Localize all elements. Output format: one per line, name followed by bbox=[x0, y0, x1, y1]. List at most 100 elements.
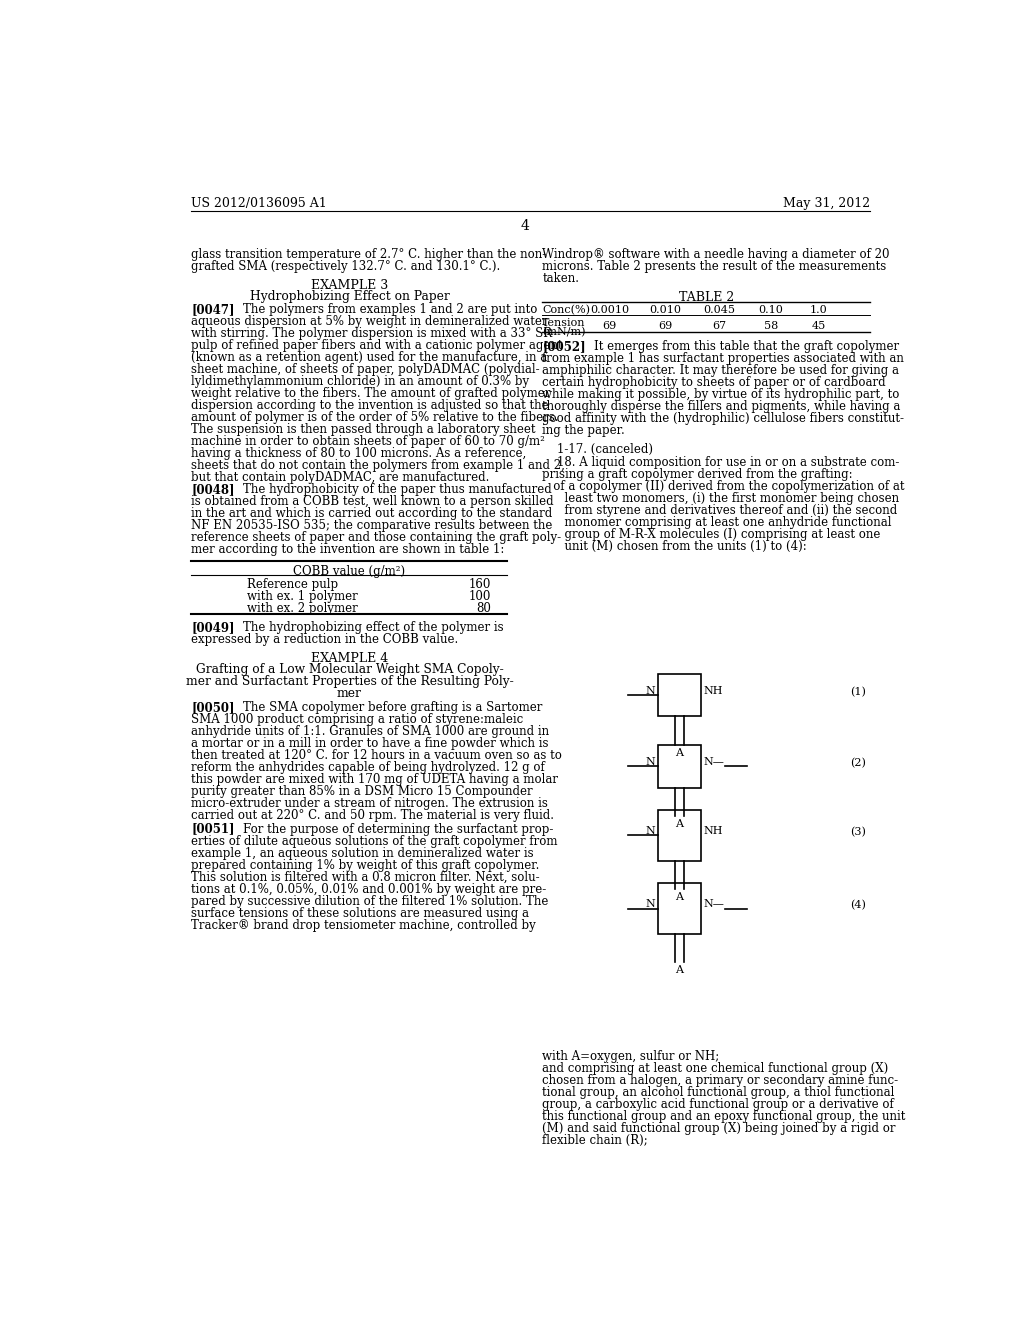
Text: dispersion according to the invention is adjusted so that the: dispersion according to the invention is… bbox=[191, 399, 549, 412]
Text: pulp of refined paper fibers and with a cationic polymer agent: pulp of refined paper fibers and with a … bbox=[191, 339, 563, 352]
Text: anhydride units of 1:1. Granules of SMA 1000 are ground in: anhydride units of 1:1. Granules of SMA … bbox=[191, 726, 550, 738]
Text: [0049]: [0049] bbox=[191, 620, 234, 634]
Text: (M) and said functional group (X) being joined by a rigid or: (M) and said functional group (X) being … bbox=[543, 1122, 896, 1135]
Text: 100: 100 bbox=[469, 590, 492, 603]
Text: The hydrophobicity of the paper thus manufactured: The hydrophobicity of the paper thus man… bbox=[243, 483, 552, 496]
Text: this powder are mixed with 170 mg of UDETA having a molar: this powder are mixed with 170 mg of UDE… bbox=[191, 774, 558, 787]
Text: 69: 69 bbox=[658, 321, 673, 331]
Text: It emerges from this table that the graft copolymer: It emerges from this table that the graf… bbox=[594, 339, 899, 352]
Text: glass transition temperature of 2.7° C. higher than the non-: glass transition temperature of 2.7° C. … bbox=[191, 248, 547, 261]
Text: monomer comprising at least one anhydride functional: monomer comprising at least one anhydrid… bbox=[543, 516, 892, 529]
Text: mer and Surfactant Properties of the Resulting Poly-: mer and Surfactant Properties of the Res… bbox=[185, 675, 513, 688]
Text: (4): (4) bbox=[850, 900, 866, 911]
Text: with A=oxygen, sulfur or NH;: with A=oxygen, sulfur or NH; bbox=[543, 1049, 720, 1063]
Text: in the art and which is carried out according to the standard: in the art and which is carried out acco… bbox=[191, 507, 553, 520]
Text: Grafting of a Low Molecular Weight SMA Copoly-: Grafting of a Low Molecular Weight SMA C… bbox=[196, 663, 503, 676]
Text: [0047]: [0047] bbox=[191, 304, 234, 315]
Text: reference sheets of paper and those containing the graft poly-: reference sheets of paper and those cont… bbox=[191, 531, 561, 544]
Text: microns. Table 2 presents the result of the measurements: microns. Table 2 presents the result of … bbox=[543, 260, 887, 273]
Text: Conc(%): Conc(%) bbox=[543, 305, 590, 315]
Text: aqueous dispersion at 5% by weight in demineralized water: aqueous dispersion at 5% by weight in de… bbox=[191, 315, 548, 329]
Text: Windrop® software with a needle having a diameter of 20: Windrop® software with a needle having a… bbox=[543, 248, 890, 261]
Text: grafted SMA (respectively 132.7° C. and 130.1° C.).: grafted SMA (respectively 132.7° C. and … bbox=[191, 260, 501, 273]
Text: a mortar or in a mill in order to have a fine powder which is: a mortar or in a mill in order to have a… bbox=[191, 738, 549, 750]
Text: (3): (3) bbox=[850, 828, 866, 837]
Text: 1.0: 1.0 bbox=[810, 305, 827, 315]
Text: mer according to the invention are shown in table 1:: mer according to the invention are shown… bbox=[191, 543, 505, 556]
Text: 58: 58 bbox=[764, 321, 778, 331]
Text: 0.045: 0.045 bbox=[703, 305, 735, 315]
Text: prising a graft copolymer derived from the grafting:: prising a graft copolymer derived from t… bbox=[543, 469, 853, 480]
Text: The SMA copolymer before grafting is a Sartomer: The SMA copolymer before grafting is a S… bbox=[243, 701, 543, 714]
Text: (1): (1) bbox=[850, 686, 866, 697]
Text: N—: N— bbox=[703, 899, 725, 909]
Text: surface tensions of these solutions are measured using a: surface tensions of these solutions are … bbox=[191, 907, 529, 920]
Text: A: A bbox=[676, 818, 684, 829]
Text: with stirring. The polymer dispersion is mixed with a 33° SR: with stirring. The polymer dispersion is… bbox=[191, 327, 553, 341]
Text: tional group, an alcohol functional group, a thiol functional: tional group, an alcohol functional grou… bbox=[543, 1086, 895, 1098]
Text: 0.010: 0.010 bbox=[649, 305, 681, 315]
Bar bbox=[657, 673, 701, 717]
Text: NH: NH bbox=[703, 826, 723, 837]
Text: 69: 69 bbox=[602, 321, 616, 331]
Text: N: N bbox=[645, 899, 655, 909]
Text: COBB value (g/m²): COBB value (g/m²) bbox=[293, 565, 406, 578]
Text: 45: 45 bbox=[811, 321, 825, 331]
Text: from styrene and derivatives thereof and (ii) the second: from styrene and derivatives thereof and… bbox=[543, 504, 897, 517]
Text: N: N bbox=[645, 826, 655, 837]
Text: 67: 67 bbox=[712, 321, 726, 331]
Text: least two monomers, (i) the first monomer being chosen: least two monomers, (i) the first monome… bbox=[543, 492, 899, 506]
Text: erties of dilute aqueous solutions of the graft copolymer from: erties of dilute aqueous solutions of th… bbox=[191, 834, 558, 847]
Bar bbox=[657, 883, 701, 935]
Text: lyldimethylammonium chloride) in an amount of 0.3% by: lyldimethylammonium chloride) in an amou… bbox=[191, 375, 529, 388]
Text: [0048]: [0048] bbox=[191, 483, 234, 496]
Text: is obtained from a COBB test, well known to a person skilled: is obtained from a COBB test, well known… bbox=[191, 495, 554, 508]
Bar bbox=[657, 810, 701, 861]
Text: group of M-R-X molecules (I) comprising at least one: group of M-R-X molecules (I) comprising … bbox=[543, 528, 881, 541]
Text: group, a carboxylic acid functional group or a derivative of: group, a carboxylic acid functional grou… bbox=[543, 1098, 894, 1110]
Text: having a thickness of 80 to 100 microns. As a reference,: having a thickness of 80 to 100 microns.… bbox=[191, 447, 526, 461]
Text: N: N bbox=[645, 758, 655, 767]
Text: EXAMPLE 3: EXAMPLE 3 bbox=[311, 279, 388, 292]
Text: micro-extruder under a stream of nitrogen. The extrusion is: micro-extruder under a stream of nitroge… bbox=[191, 797, 549, 810]
Text: 80: 80 bbox=[476, 602, 492, 615]
Text: weight relative to the fibers. The amount of grafted polymer: weight relative to the fibers. The amoun… bbox=[191, 387, 551, 400]
Text: (mN/m): (mN/m) bbox=[543, 326, 586, 337]
Text: thoroughly disperse the fillers and pigments, while having a: thoroughly disperse the fillers and pigm… bbox=[543, 400, 901, 413]
Text: ing the paper.: ing the paper. bbox=[543, 424, 625, 437]
Text: machine in order to obtain sheets of paper of 60 to 70 g/m²: machine in order to obtain sheets of pap… bbox=[191, 436, 546, 447]
Text: expressed by a reduction in the COBB value.: expressed by a reduction in the COBB val… bbox=[191, 634, 459, 645]
Text: sheets that do not contain the polymers from example 1 and 2,: sheets that do not contain the polymers … bbox=[191, 459, 565, 473]
Text: 1-17. (canceled): 1-17. (canceled) bbox=[557, 442, 652, 455]
Text: N—: N— bbox=[703, 758, 725, 767]
Text: of a copolymer (II) derived from the copolymerization of at: of a copolymer (II) derived from the cop… bbox=[543, 480, 905, 494]
Text: chosen from a halogen, a primary or secondary amine func-: chosen from a halogen, a primary or seco… bbox=[543, 1073, 898, 1086]
Text: 160: 160 bbox=[469, 578, 492, 591]
Text: from example 1 has surfactant properties associated with an: from example 1 has surfactant properties… bbox=[543, 351, 904, 364]
Text: N: N bbox=[645, 686, 655, 696]
Text: example 1, an aqueous solution in demineralized water is: example 1, an aqueous solution in demine… bbox=[191, 846, 535, 859]
Text: taken.: taken. bbox=[543, 272, 580, 285]
Text: Hydrophobizing Effect on Paper: Hydrophobizing Effect on Paper bbox=[250, 290, 450, 302]
Text: flexible chain (R);: flexible chain (R); bbox=[543, 1134, 648, 1147]
Text: 0.0010: 0.0010 bbox=[590, 305, 630, 315]
Text: sheet machine, of sheets of paper, polyDADMAC (polydial-: sheet machine, of sheets of paper, polyD… bbox=[191, 363, 540, 376]
Text: [0052]: [0052] bbox=[543, 339, 586, 352]
Text: A: A bbox=[676, 892, 684, 903]
Text: but that contain polyDADMAC, are manufactured.: but that contain polyDADMAC, are manufac… bbox=[191, 471, 489, 484]
Text: with ex. 1 polymer: with ex. 1 polymer bbox=[247, 590, 357, 603]
Text: good affinity with the (hydrophilic) cellulose fibers constitut-: good affinity with the (hydrophilic) cel… bbox=[543, 412, 904, 425]
Text: then treated at 120° C. for 12 hours in a vacuum oven so as to: then treated at 120° C. for 12 hours in … bbox=[191, 750, 562, 763]
Text: (known as a retention agent) used for the manufacture, in a: (known as a retention agent) used for th… bbox=[191, 351, 548, 364]
Text: TABLE 2: TABLE 2 bbox=[679, 290, 734, 304]
Text: prepared containing 1% by weight of this graft copolymer.: prepared containing 1% by weight of this… bbox=[191, 858, 540, 871]
Text: May 31, 2012: May 31, 2012 bbox=[783, 197, 870, 210]
Text: tions at 0.1%, 0.05%, 0.01% and 0.001% by weight are pre-: tions at 0.1%, 0.05%, 0.01% and 0.001% b… bbox=[191, 883, 547, 895]
Text: The suspension is then passed through a laboratory sheet: The suspension is then passed through a … bbox=[191, 422, 536, 436]
Text: US 2012/0136095 A1: US 2012/0136095 A1 bbox=[191, 197, 328, 210]
Text: The polymers from examples 1 and 2 are put into: The polymers from examples 1 and 2 are p… bbox=[243, 304, 538, 315]
Bar bbox=[657, 744, 701, 788]
Text: [0050]: [0050] bbox=[191, 701, 234, 714]
Text: 4: 4 bbox=[520, 219, 529, 234]
Text: pared by successive dilution of the filtered 1% solution. The: pared by successive dilution of the filt… bbox=[191, 895, 549, 908]
